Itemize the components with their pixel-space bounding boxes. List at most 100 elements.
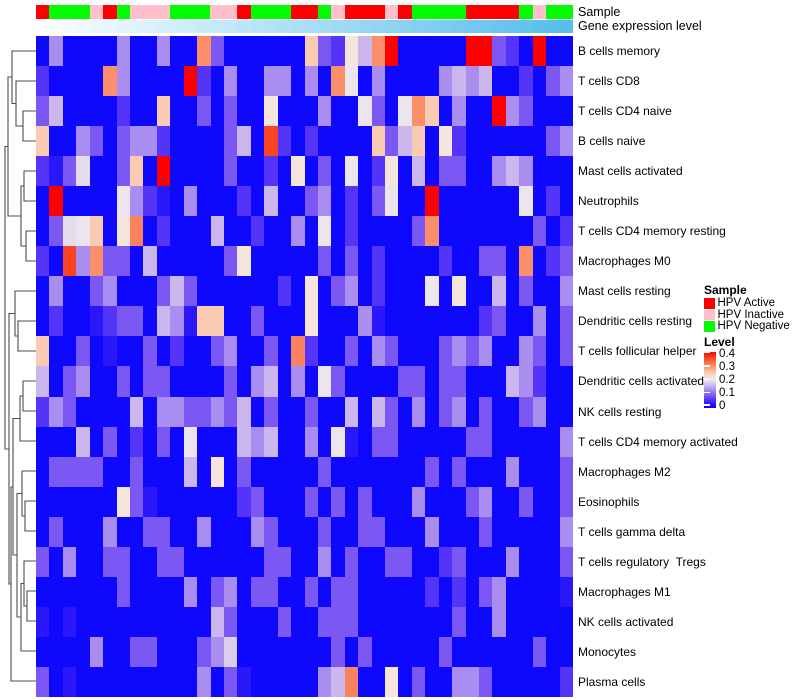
heatmap-cell — [465, 126, 480, 157]
heatmap-cell — [317, 516, 332, 547]
heatmap-cell — [438, 306, 453, 337]
heatmap-cell — [36, 426, 50, 457]
heatmap-cell — [103, 396, 117, 427]
heatmap-cell — [237, 366, 251, 397]
heatmap-cell — [532, 306, 547, 337]
heatmap-cell — [237, 126, 251, 157]
heatmap-cell — [76, 156, 90, 187]
heatmap-cell — [197, 546, 211, 577]
heatmap-cell — [291, 456, 305, 487]
heatmap-cell — [89, 126, 104, 157]
heatmap-cell — [250, 246, 265, 277]
heatmap-cell — [76, 606, 90, 637]
heatmap-cell — [331, 606, 345, 637]
heatmap-cell — [411, 486, 426, 517]
heatmap-cell — [223, 36, 238, 67]
heatmap-cell — [438, 96, 453, 127]
heatmap-cell — [559, 456, 573, 487]
heatmap-cell — [371, 546, 386, 577]
heatmap-cell — [223, 426, 238, 457]
heatmap-cell — [411, 156, 426, 187]
level-tick-label: 0.2 — [719, 373, 735, 386]
gene-expression-cell — [129, 20, 144, 33]
heatmap-cell — [89, 486, 104, 517]
heatmap-cell — [277, 666, 292, 697]
heatmap-cell — [223, 636, 238, 667]
row-label: Macrophages M2 — [578, 464, 671, 479]
heatmap-cell — [331, 96, 345, 127]
sample-annotation-cell — [398, 5, 412, 19]
heatmap-cell — [371, 276, 386, 307]
heatmap-cell — [519, 156, 533, 187]
legend-item-label: HPV Negative — [717, 320, 790, 332]
heatmap-cell — [264, 126, 278, 157]
heatmap-cell — [358, 666, 372, 697]
heatmap-cell — [546, 516, 560, 547]
level-colorbar — [704, 351, 716, 408]
heatmap-cell — [505, 366, 520, 397]
heatmap-cell — [264, 516, 278, 547]
heatmap-cell — [479, 516, 493, 547]
heatmap-cell — [371, 96, 386, 127]
heatmap-cell — [277, 186, 292, 217]
heatmap-cell — [49, 126, 63, 157]
heatmap-cell — [116, 576, 130, 607]
heatmap-cell — [170, 156, 184, 187]
heatmap-cell — [210, 666, 224, 697]
heatmap-cell — [116, 636, 130, 667]
heatmap-cell — [398, 516, 412, 547]
legend-swatch — [704, 321, 715, 332]
heatmap-cell — [223, 576, 238, 607]
heatmap-cell — [438, 636, 453, 667]
heatmap-cell — [559, 606, 573, 637]
sample-annotation-cell — [331, 5, 345, 19]
heatmap-cell — [103, 666, 117, 697]
heatmap-cell — [89, 66, 104, 97]
heatmap-cell — [277, 606, 292, 637]
heatmap-cell — [546, 426, 560, 457]
gene-expression-cell — [62, 20, 77, 33]
heatmap-cell — [89, 366, 104, 397]
heatmap-cell — [143, 636, 157, 667]
heatmap-cell — [129, 66, 144, 97]
gene-expression-cell — [505, 20, 520, 33]
heatmap-cell — [291, 636, 305, 667]
heatmap-cell — [210, 576, 224, 607]
heatmap-cell — [344, 336, 359, 367]
heatmap-cell — [76, 126, 90, 157]
heatmap-cell — [129, 246, 144, 277]
heatmap-cell — [76, 306, 90, 337]
heatmap-cell — [398, 276, 412, 307]
heatmap-cell — [36, 246, 50, 277]
heatmap-cell — [183, 126, 198, 157]
heatmap-cell — [358, 426, 372, 457]
heatmap-cell — [197, 636, 211, 667]
heatmap-cell — [371, 216, 386, 247]
heatmap-cell — [385, 396, 399, 427]
heatmap-cell — [411, 96, 426, 127]
heatmap-cell — [331, 36, 345, 67]
row-label: T cells regulatory Tregs — [578, 554, 706, 569]
heatmap-cell — [411, 216, 426, 247]
heatmap-cell — [49, 66, 63, 97]
heatmap-cell — [505, 156, 520, 187]
heatmap-cell — [197, 306, 211, 337]
heatmap-cell — [546, 66, 560, 97]
heatmap-cell — [277, 276, 292, 307]
heatmap-cell — [143, 396, 157, 427]
heatmap-cell — [519, 36, 533, 67]
heatmap-cell — [76, 576, 90, 607]
heatmap-cell — [331, 186, 345, 217]
heatmap-cell — [331, 426, 345, 457]
heatmap-cell — [385, 336, 399, 367]
heatmap-cell — [398, 246, 412, 277]
heatmap-cell — [237, 396, 251, 427]
heatmap-cell — [277, 576, 292, 607]
heatmap-cell — [304, 666, 318, 697]
heatmap-cell — [317, 96, 332, 127]
heatmap-cell — [452, 576, 466, 607]
heatmap-cell — [411, 396, 426, 427]
heatmap-cell — [49, 276, 63, 307]
heatmap-cell — [546, 246, 560, 277]
heatmap-cell — [304, 186, 318, 217]
